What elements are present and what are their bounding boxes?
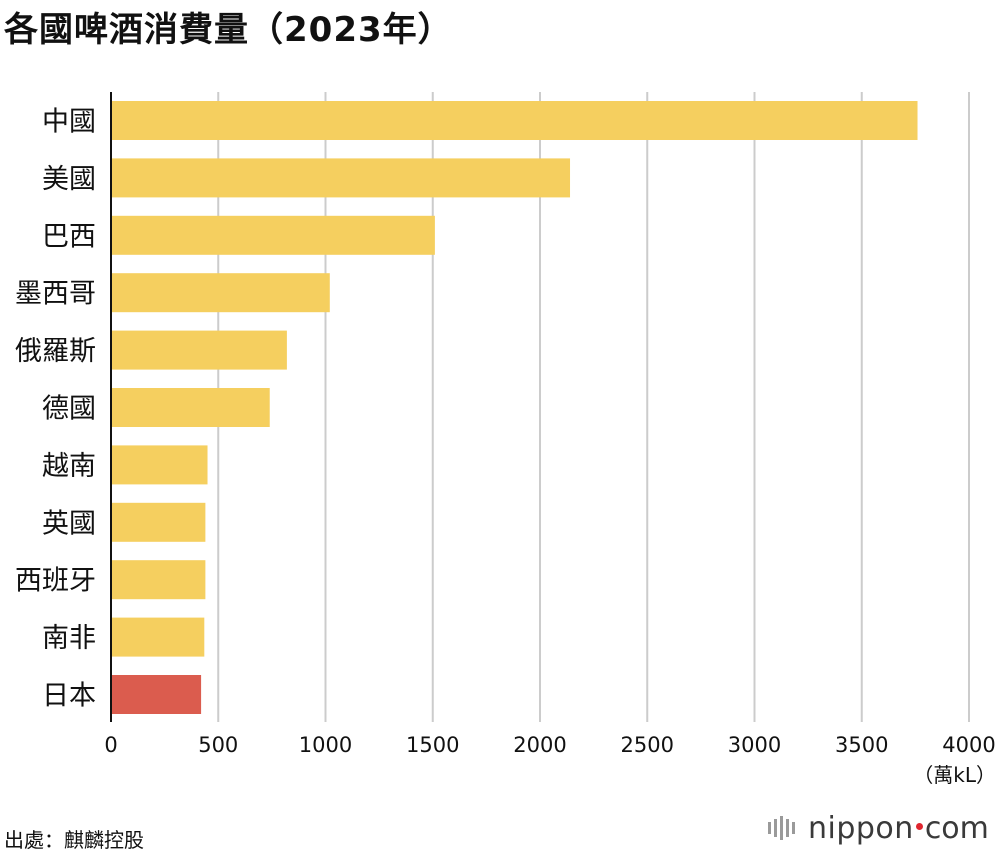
x-tick-label: 2500 xyxy=(621,733,674,757)
x-tick-label: 1000 xyxy=(299,733,352,757)
logo-dot-icon xyxy=(915,823,923,830)
x-tick-label: 500 xyxy=(198,733,238,757)
x-tick-label: 4000 xyxy=(942,733,995,757)
x-tick-label: 3500 xyxy=(835,733,888,757)
bar xyxy=(111,215,435,255)
logo-name: nippon xyxy=(808,810,914,846)
bar xyxy=(111,158,571,198)
chart-title: 各國啤酒消費量（2023年） xyxy=(4,10,453,50)
category-label: 德國 xyxy=(42,394,96,425)
x-tick-label: 2000 xyxy=(513,733,566,757)
category-label: 美國 xyxy=(42,164,96,195)
category-label: 西班牙 xyxy=(15,566,96,597)
x-tick-label: 0 xyxy=(104,733,117,757)
bar xyxy=(111,388,270,427)
x-tick-label: 1500 xyxy=(406,733,459,757)
category-label: 俄羅斯 xyxy=(15,336,96,367)
category-label: 越南 xyxy=(42,451,96,482)
bars xyxy=(111,101,918,714)
category-label: 巴西 xyxy=(42,221,96,252)
bar xyxy=(111,502,206,542)
bar xyxy=(111,101,918,140)
category-label: 墨西哥 xyxy=(15,279,96,310)
bar xyxy=(111,560,206,600)
nippon-logo: nippon com xyxy=(768,810,989,846)
source-note: 出處：麒麟控股 xyxy=(4,828,144,852)
bar xyxy=(111,445,208,485)
logo-bars-icon xyxy=(768,816,798,840)
x-tick-labels: 0 500 1000 1500 2000 2500 3000 3500 4000 xyxy=(104,733,995,757)
x-tick-label: 3000 xyxy=(728,733,781,757)
category-label: 中國 xyxy=(42,107,96,138)
x-unit-label: （萬kL） xyxy=(913,763,996,787)
logo-ext: com xyxy=(924,810,989,846)
bar xyxy=(111,617,205,657)
category-label: 英國 xyxy=(42,508,96,539)
bar xyxy=(111,273,330,313)
bar xyxy=(111,330,287,370)
category-label: 南非 xyxy=(42,623,96,654)
category-label: 日本 xyxy=(42,681,96,712)
bar xyxy=(111,675,202,714)
